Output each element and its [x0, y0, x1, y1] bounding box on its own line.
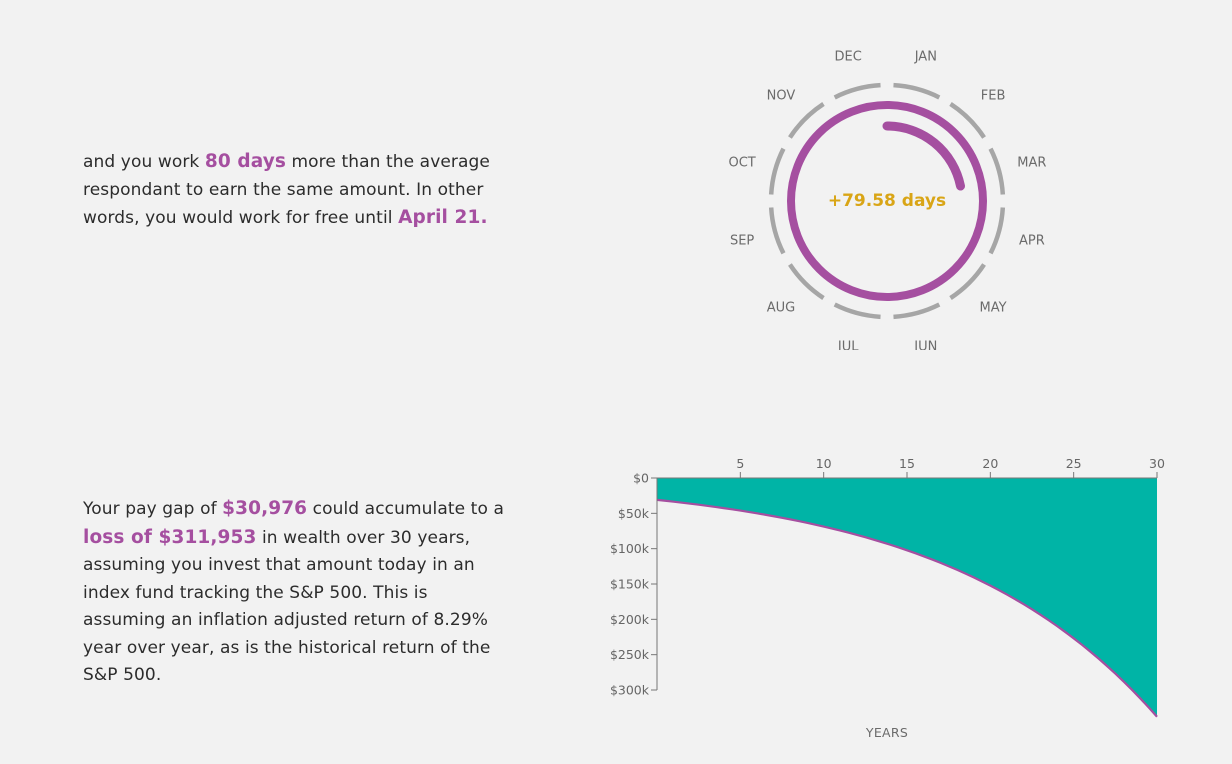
- x-axis: 5 10 15 20 25 30: [657, 456, 1165, 479]
- month-label-oct: OCT: [728, 156, 755, 171]
- month-label-sep: SEP: [730, 233, 754, 248]
- month-label-aug: AUG: [767, 301, 795, 316]
- month-label-dec: DEC: [835, 50, 862, 65]
- month-segment-mar: [988, 147, 1006, 195]
- x-tick-label-30: 30: [1149, 456, 1165, 471]
- month-segment-may: [949, 263, 986, 300]
- month-segment-jul: [833, 302, 881, 320]
- month-segment-jun: [893, 302, 941, 320]
- y-tick-label-3: $150k: [610, 577, 650, 592]
- x-tick-label-20: 20: [982, 456, 998, 471]
- month-ring: [768, 82, 1006, 320]
- extra-days-highlight: 80 days: [204, 151, 286, 172]
- y-tick-label-1: $50k: [618, 506, 650, 521]
- month-segment-sep: [768, 207, 786, 255]
- free-until-date-highlight: April 21.: [398, 207, 488, 228]
- y-tick-label-5: $250k: [610, 647, 650, 662]
- pay-gap-paragraph: Your pay gap of $30,976 could accumulate…: [83, 495, 513, 690]
- x-tick-label-5: 5: [736, 456, 744, 471]
- month-segment-apr: [988, 207, 1006, 255]
- month-label-nov: NOV: [767, 88, 796, 103]
- x-axis-title: YEARS: [865, 725, 908, 740]
- x-tick-label-25: 25: [1066, 456, 1082, 471]
- month-label-jan: JAN: [914, 50, 937, 65]
- month-label-apr: APR: [1019, 233, 1045, 248]
- month-label-mar: MAR: [1017, 156, 1046, 171]
- month-segment-jan: [893, 82, 941, 100]
- para2-text-c: in wealth over 30 years, assuming you in…: [83, 527, 491, 686]
- loss-area: [657, 478, 1157, 717]
- y-tick-label-6: $300k: [610, 683, 650, 698]
- month-label-jun: JUN: [913, 339, 937, 350]
- month-label-feb: FEB: [981, 88, 1006, 103]
- month-label-jul: JUL: [837, 339, 859, 350]
- month-segment-aug: [788, 263, 825, 300]
- y-axis: $0 $50k $100k $150k $200k $250k $300k: [610, 471, 658, 698]
- extra-days-label: +79.58 days: [828, 191, 946, 211]
- month-segment-feb: [949, 102, 986, 139]
- pay-gap-highlight: $30,976: [222, 498, 308, 519]
- month-segment-oct: [768, 147, 786, 195]
- wealth-loss-area-chart: 5 10 15 20 25 30 $0 $50k $100k $150k $200k $250k $3…: [610, 456, 1165, 740]
- x-tick-label-15: 15: [899, 456, 915, 471]
- extra-days-arc: [882, 121, 965, 191]
- month-labels: JAN FEB MAR APR MAY JUN JUL AUG SEP OCT NOV DEC: [728, 50, 1046, 350]
- y-tick-label-4: $200k: [610, 612, 650, 627]
- para2-text-b: could accumulate to a: [307, 499, 504, 519]
- loss-curve-line: [656, 498, 1158, 718]
- y-tick-label-0: $0: [633, 471, 649, 486]
- wealth-loss-highlight: loss of $311,953: [83, 526, 257, 548]
- para1-text-b: more than the average respondant to earn…: [83, 152, 490, 228]
- month-label-may: MAY: [980, 301, 1007, 316]
- days-track-circle: [787, 101, 987, 301]
- radial-calendar-chart: JAN FEB MAR APR MAY JUN JUL AUG SEP OCT NOV DEC +79…: [728, 50, 1046, 350]
- month-segment-dec: [833, 82, 881, 100]
- para1-text-a: and you work: [83, 152, 205, 172]
- y-tick-label-2: $100k: [610, 541, 650, 556]
- para2-text-a: Your pay gap of: [83, 499, 223, 519]
- x-tick-label-10: 10: [816, 456, 832, 471]
- month-segment-nov: [788, 102, 825, 139]
- work-days-paragraph: and you work 80 days more than the avera…: [83, 148, 503, 233]
